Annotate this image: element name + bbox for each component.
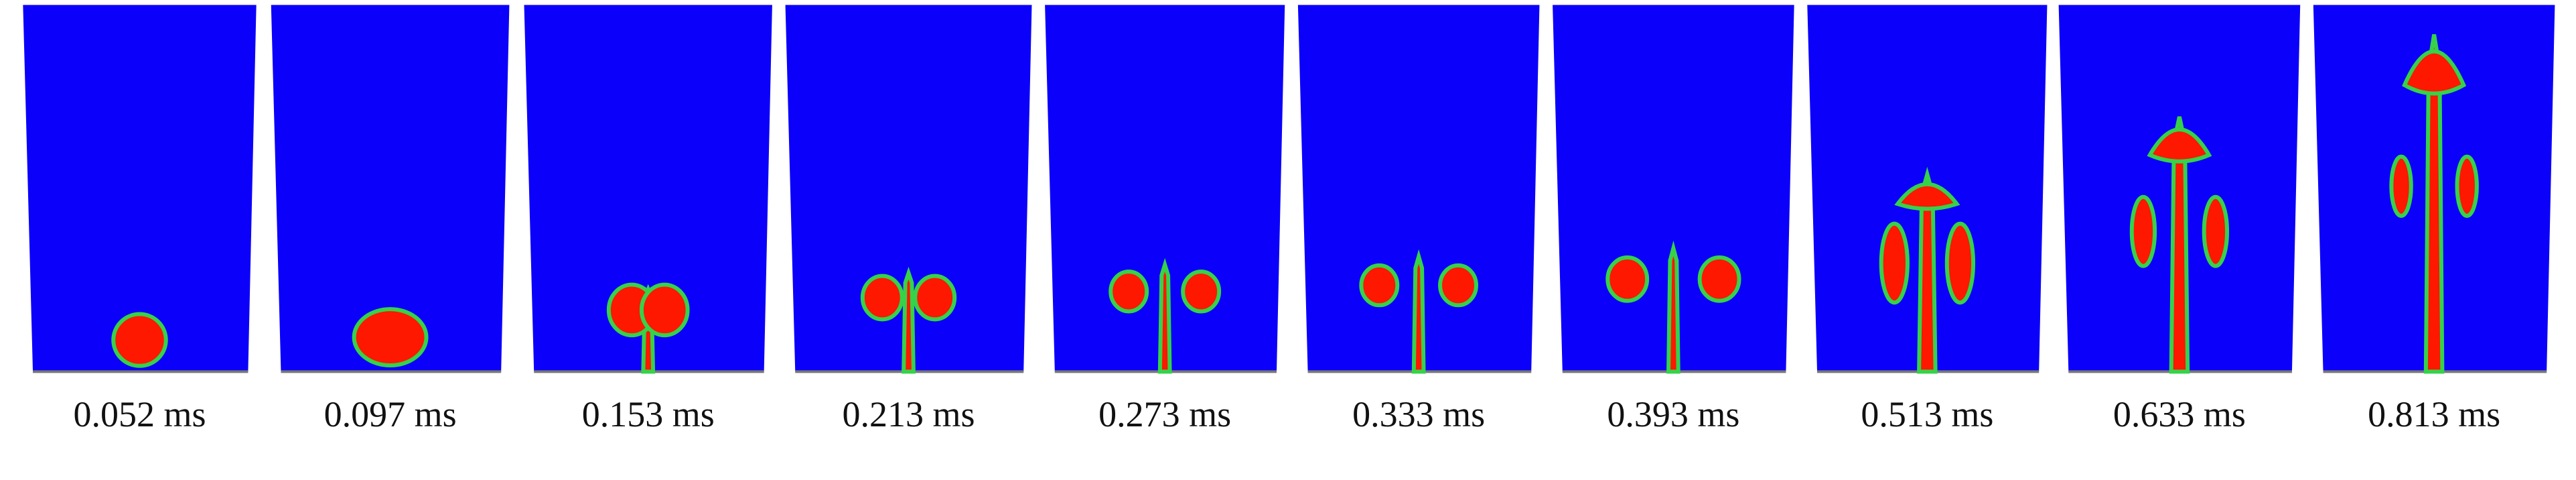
plume-lobe [1605,255,1650,303]
panel: 0.097 ms [271,5,510,434]
plume-stem [1157,257,1172,374]
plume-lobe [2455,154,2479,218]
domain [1045,5,1285,372]
panel: 0.633 ms [2058,5,2301,434]
plume-stem [1666,240,1680,374]
time-label: 0.393 ms [1607,394,1739,434]
plume-stem [902,266,916,374]
domain [524,5,772,372]
plume-lobe [2129,194,2157,268]
plume-head [352,307,429,368]
time-label: 0.052 ms [73,394,206,434]
panel: 0.213 ms [785,5,1032,434]
plume-cap [2147,127,2212,164]
time-label: 0.213 ms [842,394,975,434]
time-label: 0.333 ms [1352,394,1485,434]
plume-lobe [2389,154,2413,218]
panel: 0.273 ms [1045,5,1285,434]
panel: 0.393 ms [1553,5,1794,434]
plume-lobe [1697,255,1741,303]
plume-lobe [860,274,904,322]
time-label: 0.633 ms [2113,394,2246,434]
panel: 0.513 ms [1807,5,2048,434]
plume-head [111,312,168,368]
domain [23,5,257,372]
plume-lobe [2202,194,2230,268]
plume-lobe [639,282,690,338]
time-label: 0.813 ms [2368,394,2500,434]
panel: 0.333 ms [1297,5,1540,434]
plume-lobe [913,274,957,322]
plume-lobe [1944,221,1976,305]
plume-cap [2402,49,2467,96]
time-label: 0.513 ms [1861,394,1993,434]
panel: 0.153 ms [524,5,772,434]
domain [271,5,510,372]
plume-lobe [1438,263,1479,308]
plume-stem [1411,249,1426,374]
time-label: 0.153 ms [582,394,715,434]
panel: 0.052 ms [23,5,257,434]
plume-cap [1894,182,1960,211]
domain [1297,5,1540,372]
panel: 0.813 ms [2313,5,2555,434]
plume-lobe [1359,263,1400,308]
plume-lobe [1181,269,1222,314]
time-label: 0.097 ms [324,394,457,434]
time-label: 0.273 ms [1098,394,1231,434]
plume-lobe [1879,221,1910,305]
domain [785,5,1032,372]
plume-lobe [1108,269,1149,314]
